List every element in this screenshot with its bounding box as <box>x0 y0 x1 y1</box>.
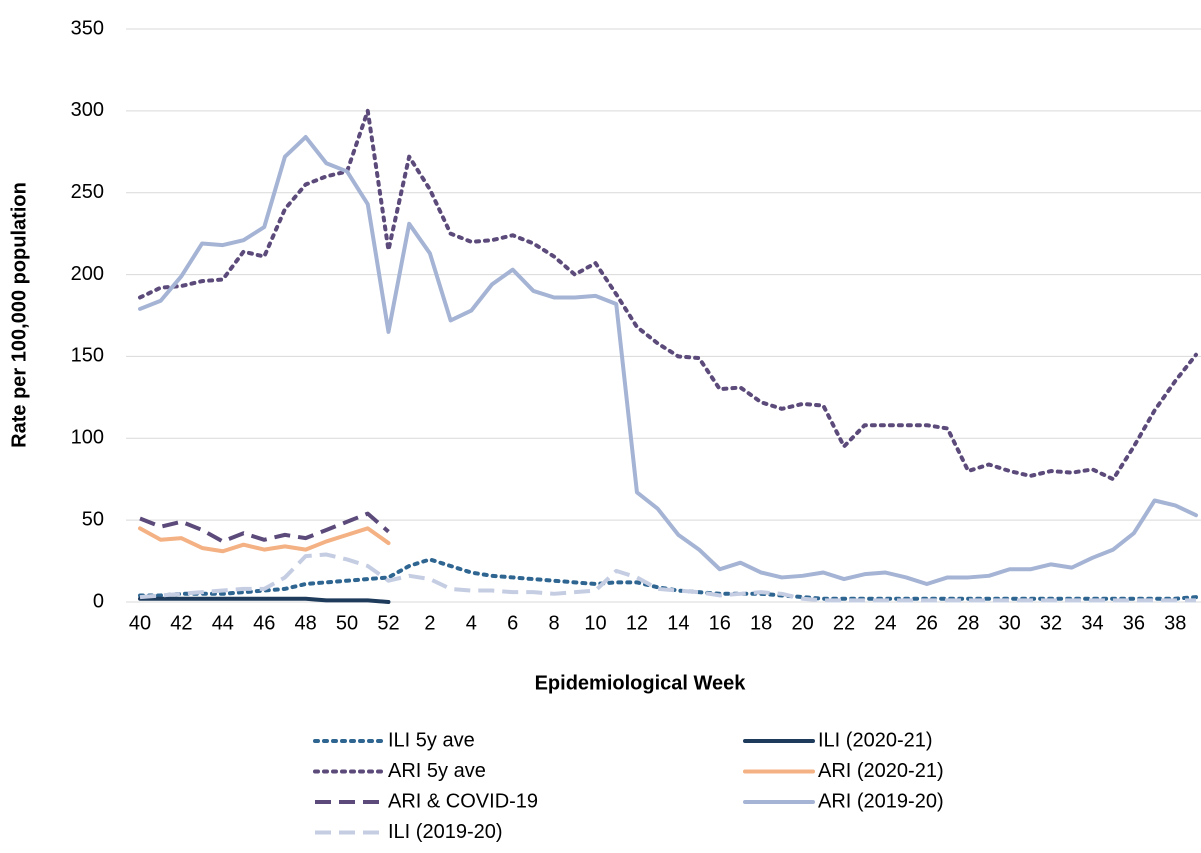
y-tick-label: 50 <box>82 508 104 530</box>
legend-label: ILI (2019-20) <box>388 821 503 843</box>
series-line <box>138 108 1198 482</box>
y-tick-label: 250 <box>71 181 104 203</box>
series-line <box>138 135 1198 586</box>
series-line <box>139 511 390 544</box>
legend-label: ARI (2020-21) <box>818 760 944 782</box>
x-tick-label: 40 <box>129 612 151 634</box>
x-tick-label: 10 <box>584 612 606 634</box>
x-tick-label: 20 <box>791 612 813 634</box>
series-line <box>138 596 391 604</box>
series-line <box>139 552 1196 603</box>
x-tick-label: 18 <box>750 612 772 634</box>
legend-label: ARI 5y ave <box>388 760 486 782</box>
x-tick-label: 12 <box>626 612 648 634</box>
y-tick-label: 150 <box>71 345 104 367</box>
series-line <box>138 557 1198 601</box>
x-tick-label: 46 <box>253 612 275 634</box>
series-line <box>138 526 391 554</box>
x-tick-label: 8 <box>549 612 560 634</box>
x-tick-label: 52 <box>377 612 399 634</box>
x-tick-label: 50 <box>336 612 358 634</box>
x-tick-label: 48 <box>295 612 317 634</box>
x-tick-label: 38 <box>1164 612 1186 634</box>
legend-label: ARI (2019-20) <box>818 790 944 812</box>
x-tick-label: 36 <box>1123 612 1145 634</box>
x-tick-label: 30 <box>999 612 1021 634</box>
x-tick-label: 32 <box>1040 612 1062 634</box>
y-tick-label: 300 <box>71 99 104 121</box>
x-tick-label: 14 <box>667 612 689 634</box>
legend-label: ILI (2020-21) <box>818 729 933 751</box>
x-tick-label: 44 <box>212 612 234 634</box>
x-tick-label: 22 <box>833 612 855 634</box>
legend-label: ILI 5y ave <box>388 729 475 751</box>
x-tick-label: 42 <box>170 612 192 634</box>
x-tick-label: 4 <box>466 612 477 634</box>
y-tick-label: 350 <box>71 17 104 39</box>
x-tick-label: 26 <box>916 612 938 634</box>
x-tick-label: 34 <box>1081 612 1103 634</box>
y-tick-label: 100 <box>71 427 104 449</box>
y-tick-label: 200 <box>71 263 104 285</box>
x-tick-label: 2 <box>424 612 435 634</box>
x-tick-label: 28 <box>957 612 979 634</box>
y-tick-label: 0 <box>93 590 104 612</box>
legend-label: ARI & COVID-19 <box>388 790 538 812</box>
y-axis-title: Rate per 100,000 population <box>8 182 30 448</box>
x-tick-label: 24 <box>874 612 896 634</box>
x-tick-label: 16 <box>709 612 731 634</box>
x-tick-label: 6 <box>507 612 518 634</box>
x-axis-title: Epidemiological Week <box>535 672 747 694</box>
